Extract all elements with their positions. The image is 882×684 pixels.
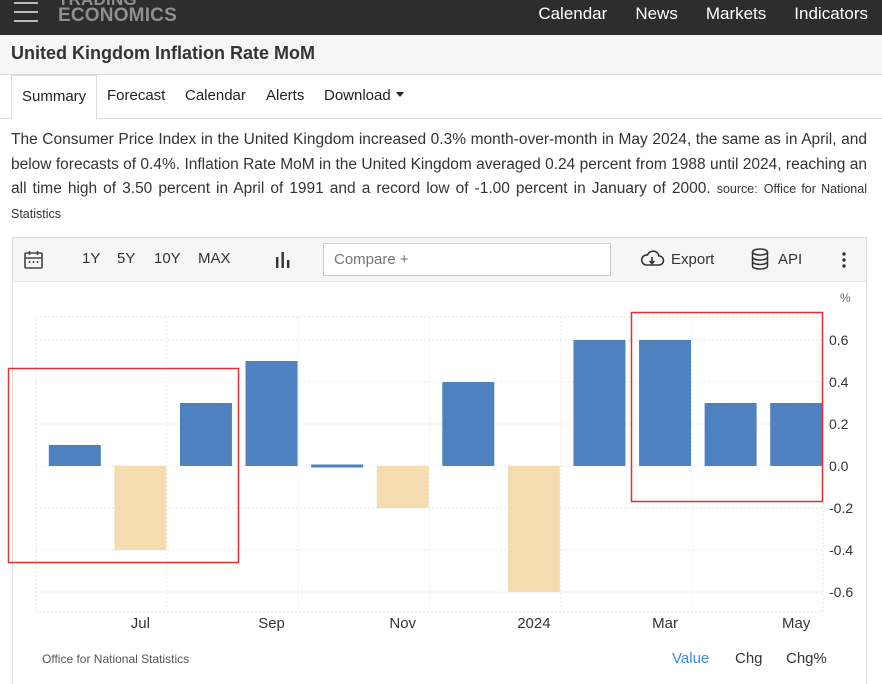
- title-bar: United Kingdom Inflation Rate MoM: [0, 35, 882, 75]
- api-label: API: [778, 250, 803, 268]
- nav-calendar[interactable]: Calendar: [538, 4, 608, 23]
- page-title: United Kingdom Inflation Rate MoM: [11, 43, 315, 63]
- top-navbar: TRADING ECONOMICS Calendar News Markets …: [0, 0, 882, 35]
- chgpct-toggle[interactable]: Chg%: [786, 650, 827, 667]
- tab-download[interactable]: Download: [324, 75, 404, 119]
- export-label: Export: [671, 250, 715, 268]
- caret-down-icon: [395, 92, 404, 97]
- tab-alerts[interactable]: Alerts: [266, 87, 305, 104]
- nav-news[interactable]: News: [635, 4, 678, 23]
- tab-summary[interactable]: Summary: [11, 75, 98, 120]
- tab-forecast[interactable]: Forecast: [107, 87, 166, 104]
- compare-input[interactable]: [323, 243, 611, 276]
- source-label: source:: [716, 182, 758, 196]
- range-max[interactable]: MAX: [198, 250, 231, 267]
- range-1y[interactable]: 1Y: [82, 250, 101, 267]
- nav-markets[interactable]: Markets: [705, 4, 767, 23]
- tab-download-label: Download: [324, 87, 391, 104]
- logo-line-1: TRADING: [58, 0, 177, 8]
- source-link[interactable]: Office for National Statistics: [11, 182, 867, 221]
- cloud-download-icon: [640, 250, 665, 266]
- main-nav: Calendar News Markets Indicators: [524, 0, 882, 35]
- more-options-icon[interactable]: [839, 251, 849, 269]
- chg-toggle[interactable]: Chg: [735, 650, 763, 667]
- chart-source: Office for National Statistics: [42, 652, 190, 666]
- tab-bar: Summary Forecast Calendar Alerts Downloa…: [0, 75, 882, 120]
- tab-calendar[interactable]: Calendar: [185, 87, 246, 104]
- nav-indicators[interactable]: Indicators: [794, 4, 868, 23]
- chart-toolbar: 1Y 5Y 10Y MAX Export API: [13, 238, 866, 282]
- summary-text: The Consumer Price Index in the United K…: [11, 131, 867, 197]
- logo-line-2: ECONOMICS: [58, 5, 177, 26]
- value-toggle[interactable]: Value: [672, 650, 710, 667]
- range-10y[interactable]: 10Y: [154, 250, 181, 267]
- range-5y[interactable]: 5Y: [117, 250, 136, 267]
- calendar-icon[interactable]: [23, 250, 45, 270]
- chart-panel: 1Y 5Y 10Y MAX Export API: [12, 237, 867, 684]
- api-button[interactable]: API: [750, 248, 802, 270]
- database-icon: [751, 248, 769, 270]
- bar-chart-icon[interactable]: [274, 251, 292, 269]
- menu-icon[interactable]: [14, 2, 38, 22]
- logo[interactable]: TRADING ECONOMICS: [58, 0, 177, 26]
- summary-paragraph: The Consumer Price Index in the United K…: [11, 128, 867, 226]
- export-button[interactable]: Export: [639, 249, 714, 269]
